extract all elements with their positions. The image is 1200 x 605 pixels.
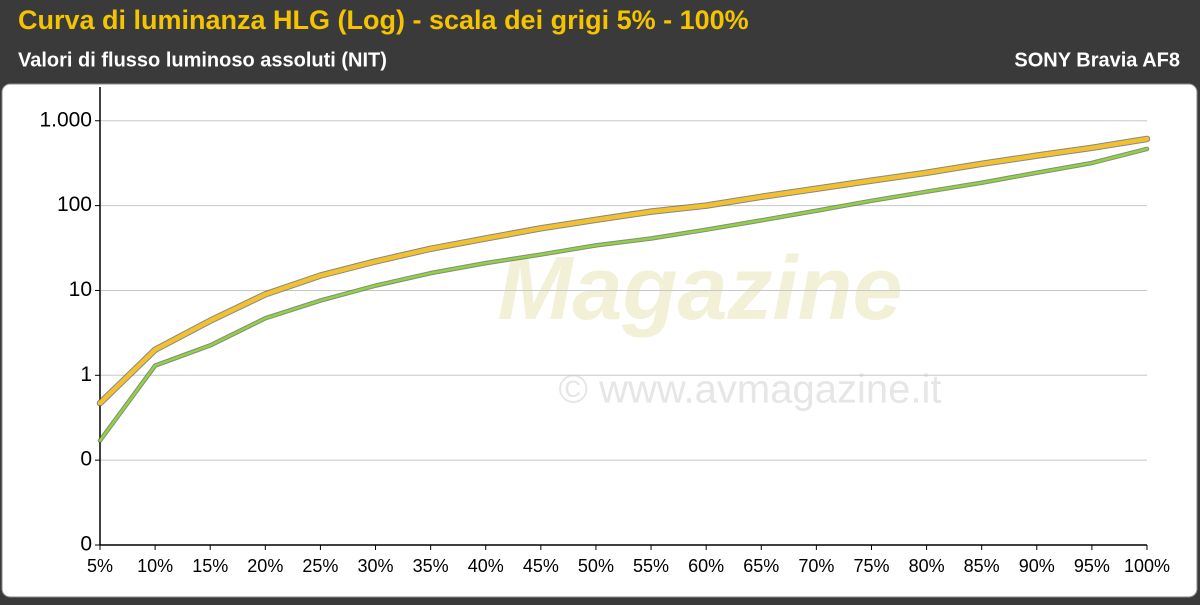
x-tick-label: 100% xyxy=(1124,556,1170,576)
x-tick-label: 65% xyxy=(743,556,779,576)
data-line xyxy=(97,136,1150,406)
y-tick-label: 0 xyxy=(80,448,92,471)
x-tick-label: 55% xyxy=(633,556,669,576)
x-tick-label: 85% xyxy=(964,556,1000,576)
chart-title: Curva di luminanza HLG (Log) - scala dei… xyxy=(18,5,749,35)
data-line xyxy=(98,147,1149,442)
watermark: Magazine xyxy=(497,239,902,339)
y-tick-label: 0 xyxy=(80,533,92,556)
device-name: SONY Bravia AF8 xyxy=(1014,49,1180,71)
y-tick-label: 1.000 xyxy=(39,108,92,131)
y-tick-label: 100 xyxy=(57,193,92,216)
x-tick-label: 90% xyxy=(1019,556,1055,576)
x-tick-label: 20% xyxy=(247,556,283,576)
x-tick-label: 15% xyxy=(192,556,228,576)
x-tick-label: 10% xyxy=(137,556,173,576)
x-tick-label: 50% xyxy=(578,556,614,576)
x-tick-label: 35% xyxy=(413,556,449,576)
x-tick-label: 80% xyxy=(909,556,945,576)
x-tick-label: 75% xyxy=(853,556,889,576)
chart-subtitle: Valori di flusso luminoso assoluti (NIT) xyxy=(18,49,387,71)
x-tick-label: 30% xyxy=(358,556,394,576)
x-tick-label: 95% xyxy=(1074,556,1110,576)
x-tick-label: 70% xyxy=(798,556,834,576)
x-tick-label: 5% xyxy=(87,556,113,576)
x-tick-label: 40% xyxy=(468,556,504,576)
x-tick-label: 25% xyxy=(302,556,338,576)
y-tick-label: 1 xyxy=(80,363,92,386)
x-tick-label: 60% xyxy=(688,556,724,576)
watermark: © www.avmagazine.it xyxy=(559,368,942,412)
plot-panel xyxy=(1,83,1198,598)
x-tick-label: 45% xyxy=(523,556,559,576)
y-tick-label: 10 xyxy=(69,278,92,301)
